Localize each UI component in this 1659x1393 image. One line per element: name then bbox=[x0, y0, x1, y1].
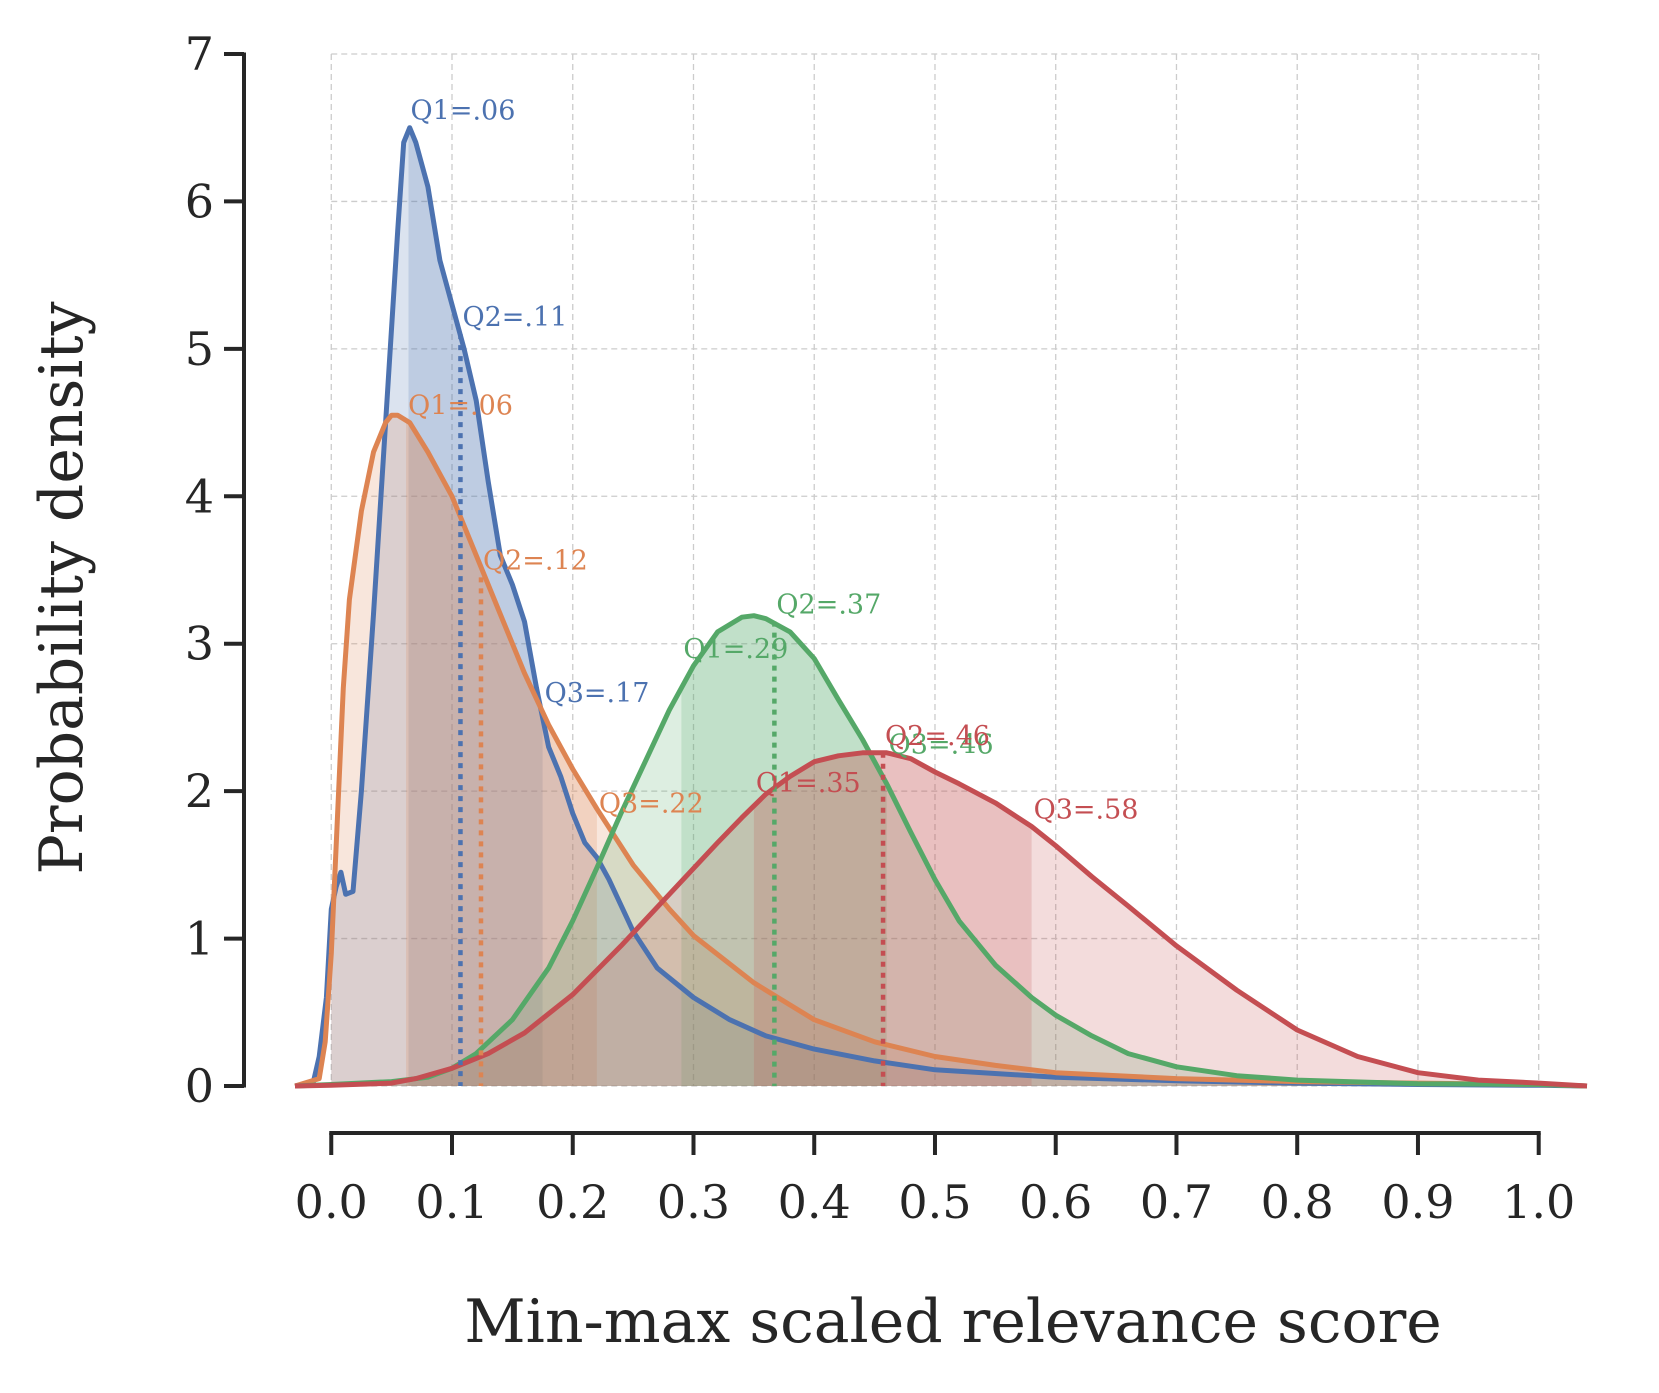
axes: 0 1 2 3 4 5 6 7 0.0 0.1 0.2 0.3 0.4 0.5 0.6 0.7 0.8 0.9 1.… bbox=[185, 27, 1576, 1229]
x-tick-label: 0.4 bbox=[778, 1175, 851, 1229]
x-tick-label: 0.1 bbox=[415, 1175, 488, 1229]
series-orange-iqr-fill bbox=[406, 420, 597, 1086]
x-tick-label: 0.9 bbox=[1381, 1175, 1454, 1229]
x-tick-label: 0.6 bbox=[1019, 1175, 1092, 1229]
y-tick-label: 6 bbox=[185, 174, 214, 228]
series-blue-iqr-fill bbox=[408, 127, 543, 1086]
series-red-iqr-fill bbox=[753, 752, 1032, 1086]
series-green-q3-label: Q3=.46 bbox=[889, 730, 994, 761]
series-red-q1-label: Q1=.35 bbox=[756, 768, 861, 799]
x-tick-label: 0.8 bbox=[1261, 1175, 1334, 1229]
x-tick-label: 0.2 bbox=[536, 1175, 609, 1229]
series-orange-q1-label: Q1=.06 bbox=[408, 391, 513, 422]
y-tick-label: 5 bbox=[185, 322, 214, 376]
y-tick-label: 4 bbox=[185, 469, 214, 523]
series-orange-q2-label: Q2=.12 bbox=[483, 545, 588, 576]
series-blue-q2-label: Q2=.11 bbox=[462, 302, 567, 333]
y-tick-label: 1 bbox=[185, 912, 214, 966]
series-red-curve bbox=[294, 750, 1588, 1089]
series-green-q2-label: Q2=.37 bbox=[776, 590, 881, 621]
y-tick-label: 7 bbox=[185, 27, 214, 81]
series-green-q1-label: Q1=.29 bbox=[683, 634, 788, 665]
y-axis-title: Probability density bbox=[27, 301, 97, 874]
grid bbox=[330, 53, 1540, 1087]
x-tick-label: 0.7 bbox=[1140, 1175, 1213, 1229]
series-orange-q3-label: Q3=.22 bbox=[599, 789, 704, 820]
series-green-curve bbox=[294, 613, 1588, 1089]
y-tick-label: 2 bbox=[185, 764, 214, 818]
x-tick-label: 0.0 bbox=[295, 1175, 368, 1229]
quartile-markers: Q1=.06 Q2=.11 Q3=.17 Q1=.06 Q2=.12 Q3=.22 Q1=.… bbox=[408, 96, 1138, 1086]
series-green-fill bbox=[331, 615, 1587, 1086]
series-red-q2-label: Q2=.46 bbox=[885, 721, 990, 752]
x-tick-label: 0.5 bbox=[898, 1175, 971, 1229]
series-blue-q3-label: Q3=.17 bbox=[545, 678, 650, 709]
series-red-q3-label: Q3=.58 bbox=[1034, 795, 1139, 826]
x-axis-title: Min-max scaled relevance score bbox=[464, 1287, 1442, 1357]
series-blue-curve bbox=[294, 125, 1588, 1089]
x-tick-label: 0.3 bbox=[657, 1175, 730, 1229]
y-tick-label: 3 bbox=[185, 617, 214, 671]
density-curves bbox=[294, 125, 1588, 1089]
series-blue-fill bbox=[331, 127, 1587, 1086]
series-orange-curve bbox=[294, 412, 1588, 1089]
y-tick-label: 0 bbox=[185, 1059, 214, 1113]
x-tick-label: 1.0 bbox=[1502, 1175, 1575, 1229]
series-blue-q1-label: Q1=.06 bbox=[411, 96, 516, 127]
